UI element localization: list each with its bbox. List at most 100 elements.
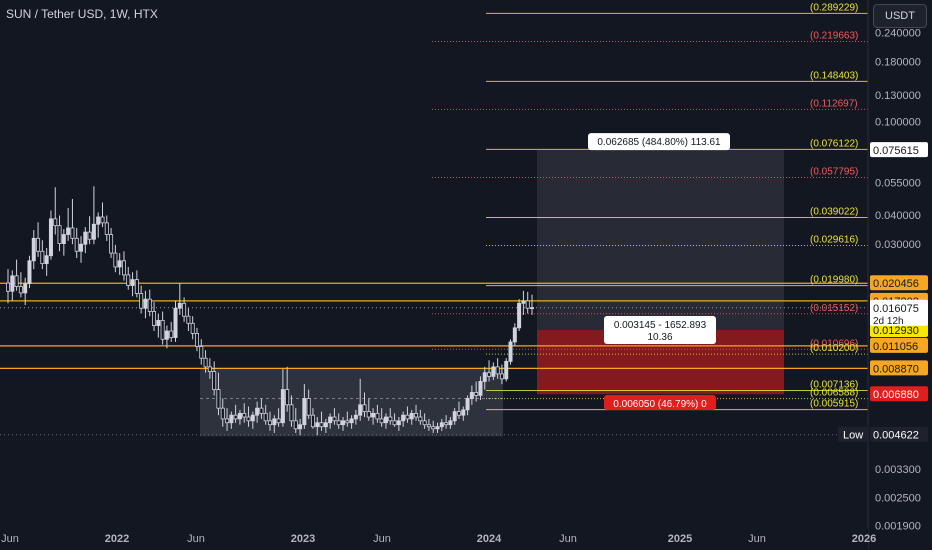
candle-body [23, 283, 28, 294]
candle-body [36, 237, 41, 252]
candle-body [508, 341, 513, 362]
fib-label: (0.010200) [810, 343, 858, 354]
price-tag: 0.020456 [873, 278, 919, 290]
candle-body [504, 360, 509, 380]
candle-body [152, 311, 157, 326]
x-tick-label: Jun [1, 533, 19, 545]
candle-body [61, 234, 66, 244]
candle-body [194, 333, 199, 347]
candle-body [375, 412, 380, 420]
candle-body [388, 416, 393, 422]
candle-body [371, 412, 376, 418]
target-label-bg [588, 133, 730, 151]
candle-body [267, 420, 272, 426]
candle-body [439, 422, 444, 428]
candle-body [190, 322, 195, 334]
candle-body [474, 392, 479, 396]
candle-body [74, 237, 79, 252]
candle-body [499, 373, 504, 380]
candle-body [366, 411, 371, 418]
candle-body [117, 260, 122, 268]
price-tag: 0.075615 [873, 145, 919, 157]
candle-body [487, 372, 492, 377]
low-label: Low [843, 430, 863, 442]
candle-body [431, 426, 436, 430]
candle-body [289, 404, 294, 422]
low-label-bg [838, 426, 868, 442]
candle-body [207, 366, 212, 372]
candle-body [53, 218, 58, 227]
candle-body [220, 407, 225, 420]
candle-body [280, 389, 285, 424]
price-tag-bg [870, 142, 928, 158]
candle-body [225, 418, 230, 424]
symbol-title: SUN / Tether USD, 1W, HTX [6, 7, 158, 21]
candle-body [306, 398, 311, 416]
candle-body [491, 366, 496, 377]
candle-body [87, 231, 92, 240]
candle-body [358, 404, 363, 416]
candle-body [100, 216, 105, 224]
candle-body [435, 426, 440, 430]
candle-body [448, 420, 453, 426]
candle-body [139, 293, 144, 309]
price-tag: 0.012930 [873, 325, 919, 337]
candle-body [104, 222, 109, 235]
candle-body [323, 422, 328, 428]
x-tick-label: 2026 [852, 533, 876, 545]
bar-countdown: 2d 12h [873, 316, 904, 327]
candle-body [272, 418, 277, 426]
candle-body [469, 392, 474, 399]
candle-body [173, 307, 178, 338]
price-tag-bg [870, 386, 928, 402]
candle-body [310, 414, 315, 428]
fib-label: (0.005915) [810, 399, 858, 410]
y-tick-label: 0.040000 [875, 210, 921, 222]
candle-body [517, 302, 522, 329]
candle-body [465, 398, 470, 411]
currency-button[interactable]: USDT [873, 4, 927, 28]
candle-body [48, 218, 53, 257]
x-tick-label: Jun [559, 533, 577, 545]
candle-body [199, 346, 204, 359]
current-price-bg [870, 299, 928, 326]
candle-body [512, 327, 517, 343]
candle-body [31, 237, 36, 262]
candle-body [341, 420, 346, 426]
candle-body [160, 320, 165, 340]
candle-body [383, 416, 388, 424]
target-label: 0.062685 (484.80%) 113.61 [597, 137, 721, 148]
candle-body [293, 420, 298, 430]
candle-body [263, 412, 268, 422]
candle-body [362, 404, 367, 413]
candle-body [396, 420, 401, 426]
candle-body [121, 260, 126, 276]
candle-body [255, 407, 260, 416]
price-tag: 0.006880 [873, 389, 919, 401]
y-tick-label: 0.055000 [875, 177, 921, 189]
candle-body [147, 298, 152, 312]
fib-label: (0.019980) [810, 275, 858, 286]
price-tag-bg [870, 275, 928, 291]
candle-body [6, 282, 11, 292]
candle-body [444, 422, 449, 426]
candle-body [156, 320, 161, 326]
candle-body [328, 416, 333, 424]
x-tick-label: Jun [187, 533, 205, 545]
candle-body [242, 412, 247, 418]
x-tick-label: 2025 [668, 533, 692, 545]
candle-body [422, 420, 427, 426]
candle-body [461, 409, 466, 416]
fib-label: (0.219663) [810, 30, 858, 41]
candle-body [237, 412, 242, 420]
candle-body [414, 412, 419, 418]
candle-body [405, 414, 410, 420]
y-tick-label: 0.240000 [875, 27, 921, 39]
candle-body [276, 418, 281, 424]
price-tag: 0.011056 [873, 341, 918, 353]
stop-label-bg [604, 395, 716, 410]
price-tag: 0.004622 [873, 430, 919, 442]
x-tick-label: 2023 [291, 533, 315, 545]
price-tag: 0.008870 [873, 363, 919, 375]
